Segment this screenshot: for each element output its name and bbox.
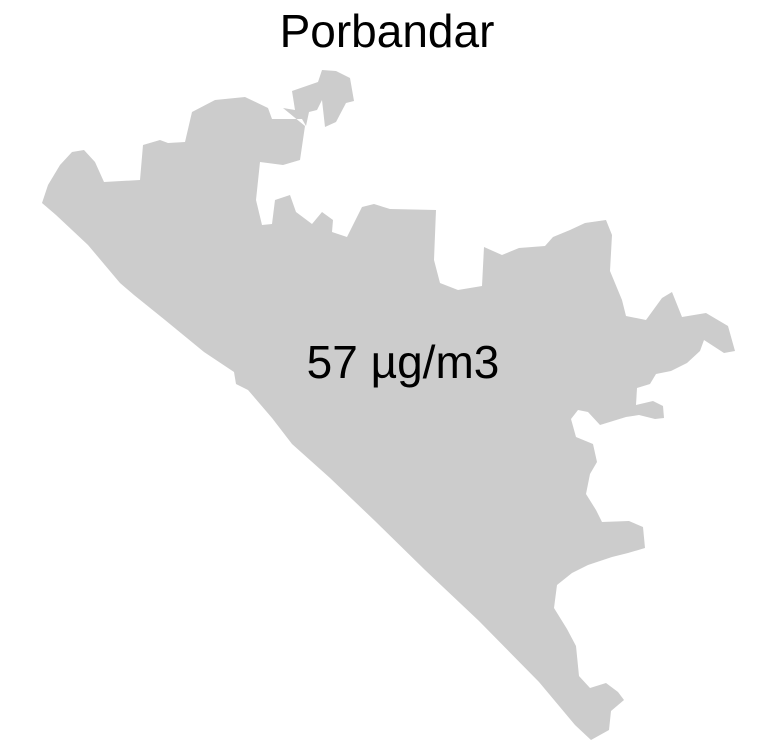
map-title: Porbandar [279,5,495,57]
district-region-shape [42,70,735,740]
pollution-value-label: 57 µg/m3 [307,336,500,388]
